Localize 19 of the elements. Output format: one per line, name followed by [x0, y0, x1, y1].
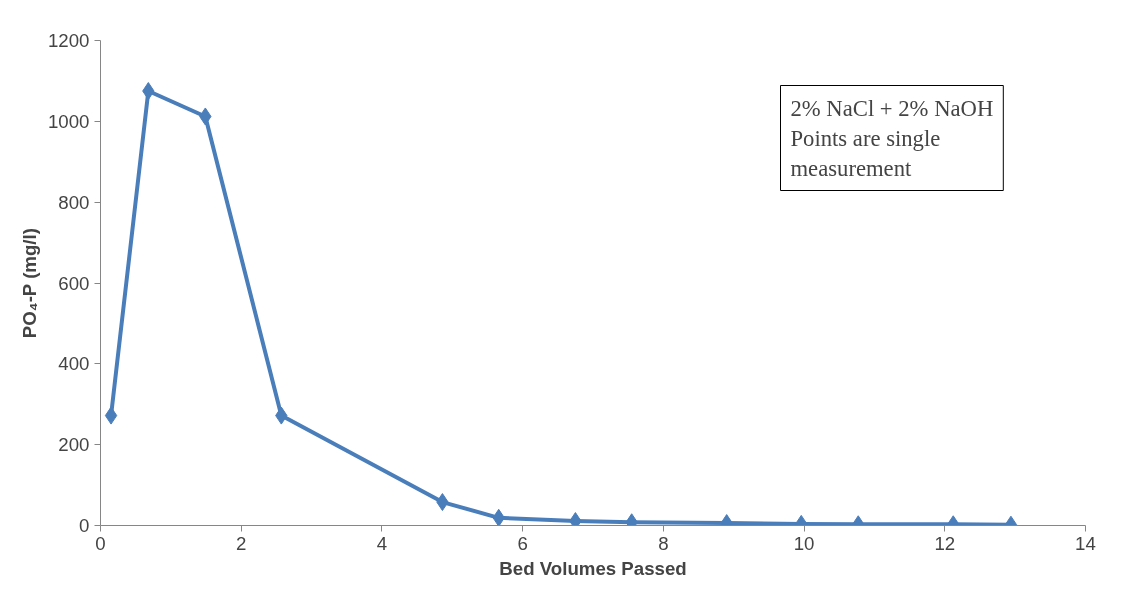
x-tick-label: 12	[934, 532, 956, 554]
point	[104, 406, 118, 425]
x-tick-label: 4	[376, 532, 388, 554]
y-tick-label: 200	[58, 434, 90, 456]
x-tick-label: 2	[236, 532, 247, 554]
x-tick-label: 6	[517, 532, 528, 554]
x-tick-label: 14	[1075, 532, 1096, 554]
x-axis-title: Bed Volumes Passed	[499, 557, 687, 579]
x-tick-label: 10	[793, 532, 815, 554]
y-tick-label: 400	[58, 353, 90, 375]
y-tick-label: 0	[79, 515, 90, 536]
y-tick-label: 800	[58, 191, 90, 213]
x-tick-label: 0	[95, 532, 106, 554]
y-tick-label: 1200	[48, 30, 90, 51]
x-tick-label: 8	[658, 532, 669, 554]
y-axis-title: PO₄-P (mg/l)	[19, 228, 40, 339]
annotation: 2% NaCl + 2% NaOH Points are single measurement	[790, 95, 994, 181]
y-tick-label: 600	[58, 272, 90, 294]
y-tick-label: 1000	[48, 110, 90, 132]
